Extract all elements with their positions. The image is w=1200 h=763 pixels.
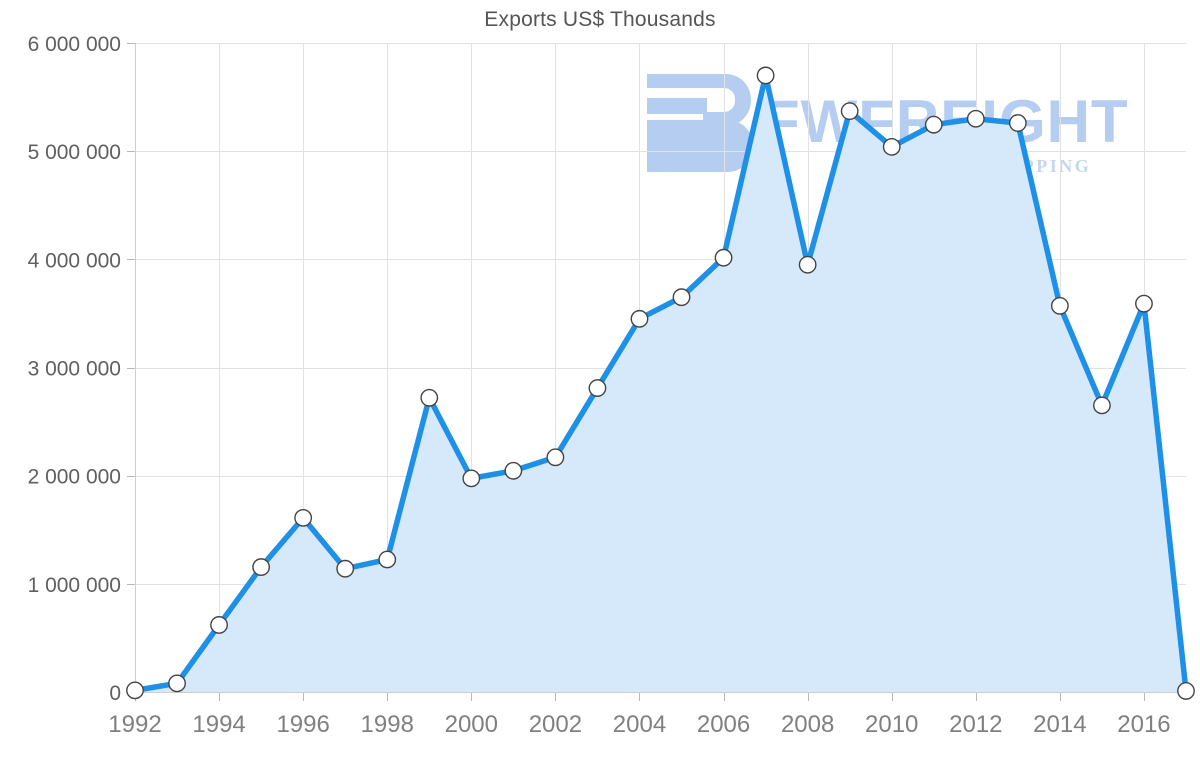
data-point-marker[interactable] [210, 616, 228, 634]
y-axis-tick-label: 1 000 000 [28, 574, 121, 597]
data-point-marker[interactable] [798, 255, 817, 274]
data-point-marker[interactable] [336, 559, 355, 578]
data-point-marker[interactable] [1050, 296, 1069, 315]
y-axis-tick-label: 2 000 000 [28, 466, 121, 489]
y-axis-tick-label: 6 000 000 [28, 33, 121, 56]
data-point-marker[interactable] [630, 309, 649, 328]
x-axis-tick-label: 1994 [192, 711, 245, 738]
x-axis-tick-label: 2016 [1117, 711, 1170, 738]
data-point-marker[interactable] [252, 558, 271, 576]
data-point-marker[interactable] [1008, 114, 1027, 132]
x-axis-tick-label: 2004 [613, 711, 666, 738]
data-point-marker[interactable] [966, 109, 985, 128]
data-point-marker[interactable] [882, 137, 901, 156]
x-axis-tick-label: 2000 [445, 711, 498, 738]
data-point-marker[interactable] [294, 508, 313, 527]
data-point-marker[interactable] [168, 674, 186, 693]
data-point-marker[interactable] [756, 66, 775, 85]
data-point-marker[interactable] [462, 469, 481, 488]
x-axis-tick-label: 2014 [1033, 711, 1086, 738]
x-axis-tick-label: 2002 [529, 711, 582, 738]
data-point-marker[interactable] [1135, 294, 1153, 313]
data-point-marker[interactable] [420, 388, 439, 407]
y-axis-tick-label: 3 000 000 [28, 358, 121, 381]
y-axis-tick-label: 0 [109, 682, 121, 705]
x-axis-labels: 1992 1994 1996 1998 2000 2002 2004 2006 2008 2010… [108, 711, 1170, 738]
data-point-marker[interactable] [672, 288, 691, 307]
series-area [135, 75, 1186, 692]
data-point-marker[interactable] [924, 115, 943, 134]
data-point-marker[interactable] [714, 248, 733, 267]
x-axis-tick-label: 1992 [108, 711, 161, 738]
x-axis-tick-label: 2010 [865, 711, 918, 738]
y-axis-labels: 0 1 000 000 2 000 000 3 000 000 4 000 000 5 0… [28, 33, 121, 705]
data-point-marker[interactable] [504, 461, 523, 480]
x-axis-tick-label: 1996 [276, 711, 329, 738]
data-point-marker[interactable] [1177, 682, 1195, 700]
y-axis-tick-label: 5 000 000 [28, 141, 121, 164]
x-axis-tick-label: 1998 [361, 711, 414, 738]
data-point-marker[interactable] [840, 102, 859, 121]
chart-title: Exports US$ Thousands [484, 8, 716, 31]
x-axis-tick-label: 2008 [781, 711, 834, 738]
data-point-marker[interactable] [378, 550, 397, 569]
data-point-marker[interactable] [546, 448, 565, 467]
x-axis-tick-label: 2006 [697, 711, 750, 738]
data-point-marker[interactable] [588, 379, 607, 397]
y-axis-tick-label: 4 000 000 [28, 249, 121, 272]
data-point-marker[interactable] [126, 681, 144, 700]
data-point-marker[interactable] [1093, 396, 1111, 415]
series-markers [126, 66, 1195, 700]
x-axis-tick-label: 2012 [949, 711, 1002, 738]
series-area-group [135, 75, 1186, 692]
